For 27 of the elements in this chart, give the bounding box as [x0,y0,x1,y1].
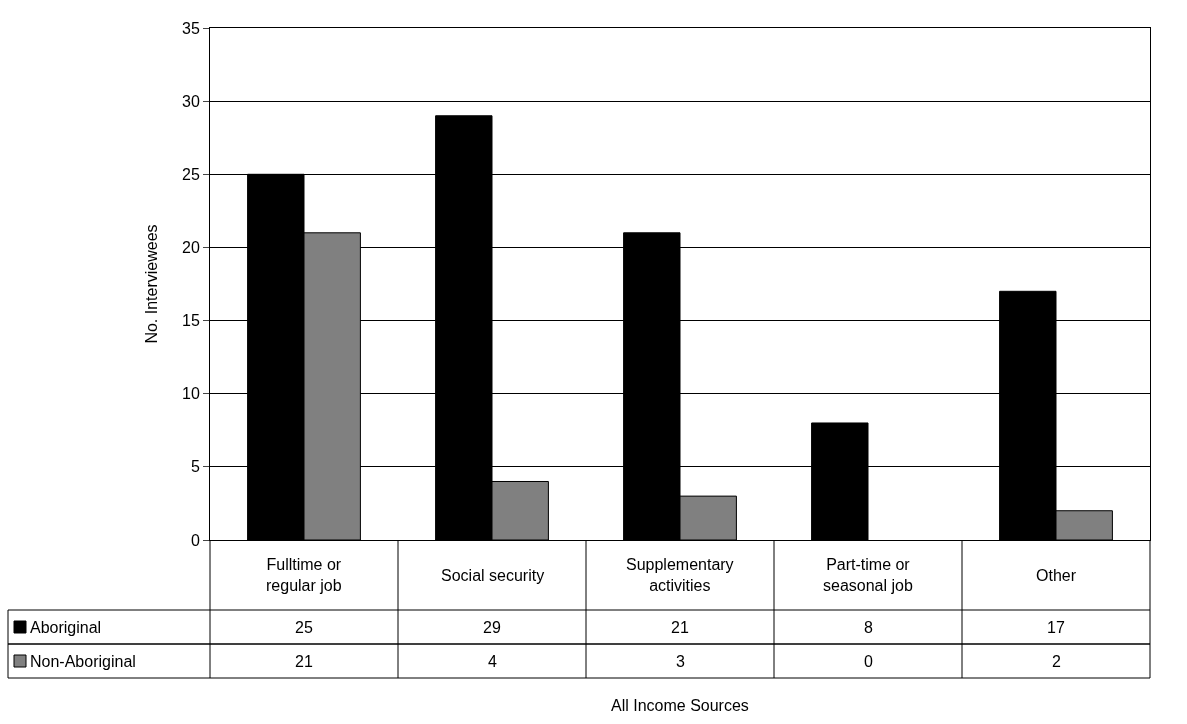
data-label: 2 [1052,653,1061,670]
x-tick-label: Social security [441,567,545,584]
x-tick-label: Other [1036,567,1077,584]
legend-label: Non-Aboriginal [30,653,136,670]
y-tick-label: 10 [182,385,200,403]
y-tick-label: 15 [182,312,200,330]
x-tick-label: Fulltime or regular job [266,556,342,594]
data-label: 17 [1047,619,1065,636]
data-label: 0 [864,653,873,670]
y-tick-label: 5 [190,458,200,476]
data-label: 4 [488,653,497,670]
y-tick-label: 35 [182,19,200,37]
data-label: 3 [676,653,685,670]
x-tick-label: Supplementary activities [626,556,734,594]
y-tick-label: 25 [182,165,200,183]
y-tick-label: 0 [190,531,200,549]
text: All Income Sources [611,697,749,714]
data-label: 21 [295,653,313,670]
data-label: 25 [295,619,313,636]
y-tick-label: 30 [182,92,200,110]
data-label: 21 [671,619,689,636]
y-tick-label: 20 [182,239,200,257]
legend-label: Aboriginal [30,619,102,636]
data-label: 8 [864,619,873,636]
data-label: 29 [483,619,501,636]
y-axis-title: No. Interviewees [142,224,160,344]
x-tick-label: Part-time or seasonal job [823,556,913,594]
